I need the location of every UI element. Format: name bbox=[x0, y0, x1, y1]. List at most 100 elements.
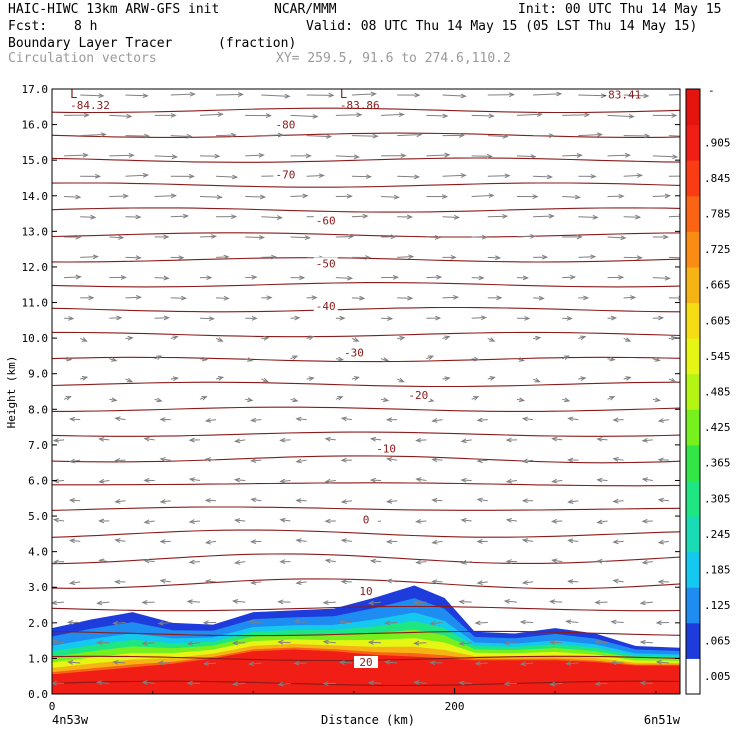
vector-head bbox=[612, 498, 619, 504]
vector-shaft bbox=[235, 479, 246, 481]
wind-vector bbox=[397, 174, 421, 180]
vector-head bbox=[369, 477, 376, 483]
wind-vector bbox=[261, 215, 283, 220]
wind-vector bbox=[521, 580, 534, 585]
vector-head bbox=[370, 91, 377, 97]
vector-shaft bbox=[70, 499, 81, 502]
vector-head bbox=[214, 153, 221, 159]
wind-vector bbox=[170, 335, 179, 341]
wind-vector bbox=[442, 214, 461, 220]
vector-shaft bbox=[477, 419, 488, 421]
vector-head bbox=[612, 456, 619, 462]
vector-head bbox=[635, 214, 642, 220]
wind-vector bbox=[245, 397, 254, 403]
wind-vector bbox=[154, 355, 163, 360]
contour-line bbox=[52, 630, 680, 637]
vector-head bbox=[521, 458, 529, 464]
wind-vector bbox=[426, 274, 443, 280]
vector-shaft bbox=[426, 114, 448, 117]
wind-vector bbox=[351, 91, 377, 97]
vector-head bbox=[383, 659, 391, 665]
wind-vector bbox=[250, 497, 262, 503]
vector-shaft bbox=[475, 621, 488, 624]
vector-head bbox=[628, 113, 635, 119]
vector-head bbox=[415, 559, 422, 565]
vector-head bbox=[163, 234, 170, 240]
wind-vector bbox=[426, 315, 442, 321]
vector-head bbox=[346, 275, 354, 281]
vector-shaft bbox=[658, 540, 670, 544]
vector-head bbox=[489, 376, 496, 381]
vector-head bbox=[453, 214, 461, 220]
vector-head bbox=[52, 517, 60, 523]
wind-vector bbox=[96, 680, 110, 686]
vector-head bbox=[135, 214, 142, 220]
vector-shaft bbox=[668, 135, 680, 137]
wind-vector bbox=[623, 255, 643, 261]
vector-head bbox=[180, 295, 188, 301]
vector-head bbox=[524, 315, 531, 321]
wind-vector bbox=[306, 173, 325, 179]
wind-vector bbox=[306, 92, 335, 98]
wind-vector bbox=[607, 274, 625, 280]
wind-vector bbox=[233, 477, 246, 483]
vector-head bbox=[408, 254, 415, 260]
low-center-symbol: L bbox=[340, 87, 347, 101]
wind-vector bbox=[652, 275, 671, 281]
vector-shaft bbox=[97, 601, 110, 604]
vector-head bbox=[610, 619, 617, 625]
vector-head bbox=[292, 397, 299, 403]
contour-label-bg bbox=[341, 346, 366, 359]
vector-shaft bbox=[607, 236, 626, 239]
wind-vector bbox=[290, 315, 301, 321]
y-tick-label: 2.0 bbox=[28, 617, 48, 630]
vector-head bbox=[75, 234, 82, 240]
vector-shaft bbox=[562, 276, 575, 279]
vector-head bbox=[159, 539, 166, 544]
vector-shaft bbox=[578, 256, 596, 258]
vector-shaft bbox=[432, 540, 443, 544]
valid-time: Valid: 08 UTC Thu 14 May 15 (05 LST Thu … bbox=[306, 19, 698, 34]
vector-head bbox=[594, 599, 601, 605]
vector-head bbox=[365, 174, 372, 180]
wind-vector bbox=[397, 295, 414, 301]
vector-shaft bbox=[115, 417, 126, 421]
vector-shaft bbox=[251, 498, 262, 502]
vector-shaft bbox=[640, 601, 653, 604]
vector-shaft bbox=[640, 682, 653, 684]
wind-vector bbox=[80, 376, 89, 381]
vector-shaft bbox=[668, 94, 680, 96]
wind-vector bbox=[487, 133, 509, 139]
wind-vector bbox=[232, 599, 246, 604]
vector-shaft bbox=[216, 297, 229, 299]
wind-vector bbox=[431, 539, 443, 545]
vector-shaft bbox=[249, 621, 262, 623]
vector-head bbox=[546, 174, 554, 180]
vector-shaft bbox=[397, 256, 414, 258]
colorbar-label: .245 bbox=[704, 528, 731, 541]
vector-shaft bbox=[158, 621, 171, 625]
colorbar-label: .905 bbox=[704, 136, 731, 149]
vector-shaft bbox=[516, 235, 535, 238]
vector-shaft bbox=[261, 134, 283, 137]
vector-head bbox=[576, 153, 583, 158]
vector-shaft bbox=[54, 519, 65, 522]
wind-vector bbox=[519, 619, 534, 625]
wind-vector bbox=[516, 154, 537, 159]
y-tick-label: 7.0 bbox=[28, 439, 48, 452]
vector-head bbox=[521, 580, 529, 585]
vector-shaft bbox=[199, 113, 223, 116]
wind-vector bbox=[245, 315, 258, 321]
wind-vector bbox=[125, 294, 142, 300]
vector-head bbox=[163, 275, 170, 281]
wind-vector bbox=[245, 274, 258, 280]
vector-shaft bbox=[385, 661, 398, 664]
wind-vector bbox=[596, 519, 608, 525]
vector-head bbox=[112, 620, 119, 626]
vector-shaft bbox=[416, 520, 427, 523]
wind-vector bbox=[351, 337, 360, 342]
vector-head bbox=[583, 295, 590, 301]
wind-vector bbox=[351, 376, 360, 381]
vector-head bbox=[111, 357, 118, 362]
vector-head bbox=[325, 134, 333, 139]
